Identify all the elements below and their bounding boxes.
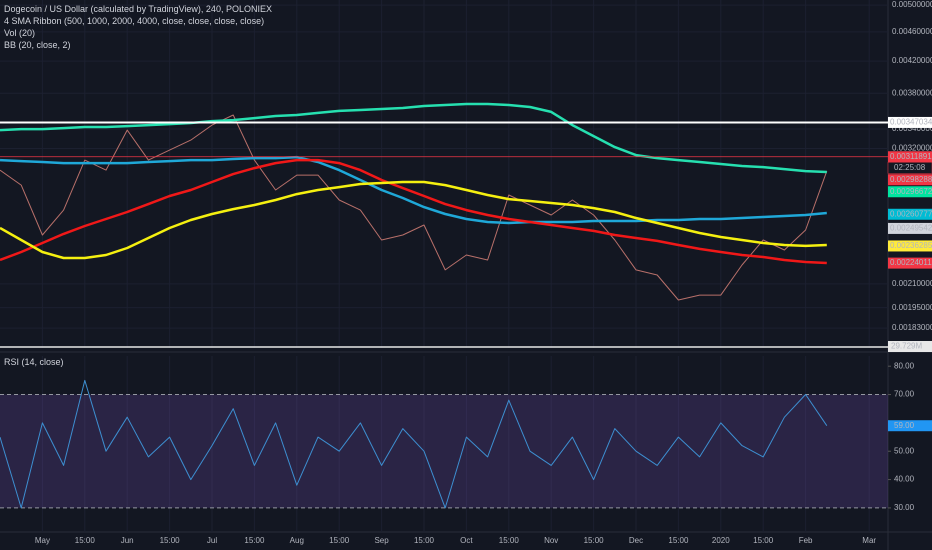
x-tick-label: 15:00 (499, 536, 520, 545)
y-tick-label: 0.00380000 (892, 88, 932, 97)
price-label-box (888, 208, 932, 220)
price-label: 0.00236285 (890, 241, 932, 250)
y-tick-label: 0.00195000 (892, 303, 932, 312)
x-tick-label: 15:00 (160, 536, 181, 545)
rsi-title: RSI (14, close) (4, 357, 64, 367)
x-tick-label: 2020 (712, 536, 730, 545)
price-label: 0.00296672 (890, 187, 932, 196)
price-label-box (888, 151, 932, 163)
sma-line (0, 180, 827, 260)
indicator-label: 4 SMA Ribbon (500, 1000, 2000, 4000, clo… (4, 16, 264, 26)
x-tick-label: May (35, 536, 50, 545)
x-tick-label: 15:00 (668, 536, 689, 545)
x-tick-label: 15:00 (414, 536, 435, 545)
price-label-box (888, 240, 932, 252)
rsi-label-box (888, 420, 932, 432)
y-tick-label: 0.00210000 (892, 279, 932, 288)
x-tick-label: Dec (629, 536, 643, 545)
indicator-label: Vol (20) (4, 28, 35, 38)
rsi-tick-label: 30.00 (894, 503, 915, 512)
sma-line (0, 155, 827, 225)
x-tick-label: 15:00 (244, 536, 265, 545)
rsi-line (0, 379, 828, 509)
x-tick-label: Jun (121, 536, 134, 545)
y-tick-label: 0.00420000 (892, 56, 932, 65)
price-line (0, 114, 828, 301)
price-label: 0.00311891 (890, 152, 932, 161)
price-label-box (888, 186, 932, 198)
volume-label: 29.729M (891, 342, 922, 351)
x-tick-label: Oct (460, 536, 473, 545)
y-tick-label: 0.00183000 (892, 323, 932, 332)
x-tick-label: Nov (544, 536, 558, 545)
price-label: 0.00249542 (890, 224, 932, 233)
sma-line (0, 158, 827, 265)
chart-title: Dogecoin / US Dollar (calculated by Trad… (4, 4, 272, 14)
countdown-box (887, 162, 932, 174)
price-label-box (888, 116, 932, 128)
price-label-box (888, 257, 932, 269)
price-label-box (888, 174, 932, 186)
rsi-band (0, 394, 888, 508)
rsi-tick-label: 80.00 (894, 361, 915, 370)
x-tick-label: Feb (799, 536, 813, 545)
x-tick-label: 15:00 (753, 536, 774, 545)
price-label: 0.00224011 (890, 258, 932, 267)
x-tick-label: Aug (290, 536, 304, 545)
countdown: 02:25:08 (894, 163, 926, 172)
sma-line (0, 102, 827, 174)
indicator-label: BB (20, close, 2) (4, 40, 71, 50)
rsi-tick-label: 40.00 (894, 475, 915, 484)
y-tick-label: 0.00500000 (892, 0, 932, 9)
x-tick-label: Sep (374, 536, 389, 545)
rsi-label: 59.00 (894, 421, 915, 430)
volume-label-box (888, 341, 932, 352)
y-tick-label: 0.00320000 (892, 144, 932, 153)
x-tick-label: 15:00 (329, 536, 350, 545)
x-tick-label: Mar (862, 536, 876, 545)
price-label: 0.00298288 (890, 175, 932, 184)
x-tick-label: 15:00 (584, 536, 605, 545)
price-label-box (888, 222, 932, 234)
rsi-tick-label: 50.00 (894, 446, 915, 455)
x-tick-label: 15:00 (75, 536, 96, 545)
x-tick-label: Jul (207, 536, 217, 545)
price-label: 0.00260777 (890, 209, 932, 218)
y-tick-label: 0.00340000 (892, 124, 932, 133)
price-label: 0.00347034 (890, 118, 932, 127)
rsi-tick-label: 70.00 (894, 390, 915, 399)
y-tick-label: 0.00460000 (892, 27, 932, 36)
